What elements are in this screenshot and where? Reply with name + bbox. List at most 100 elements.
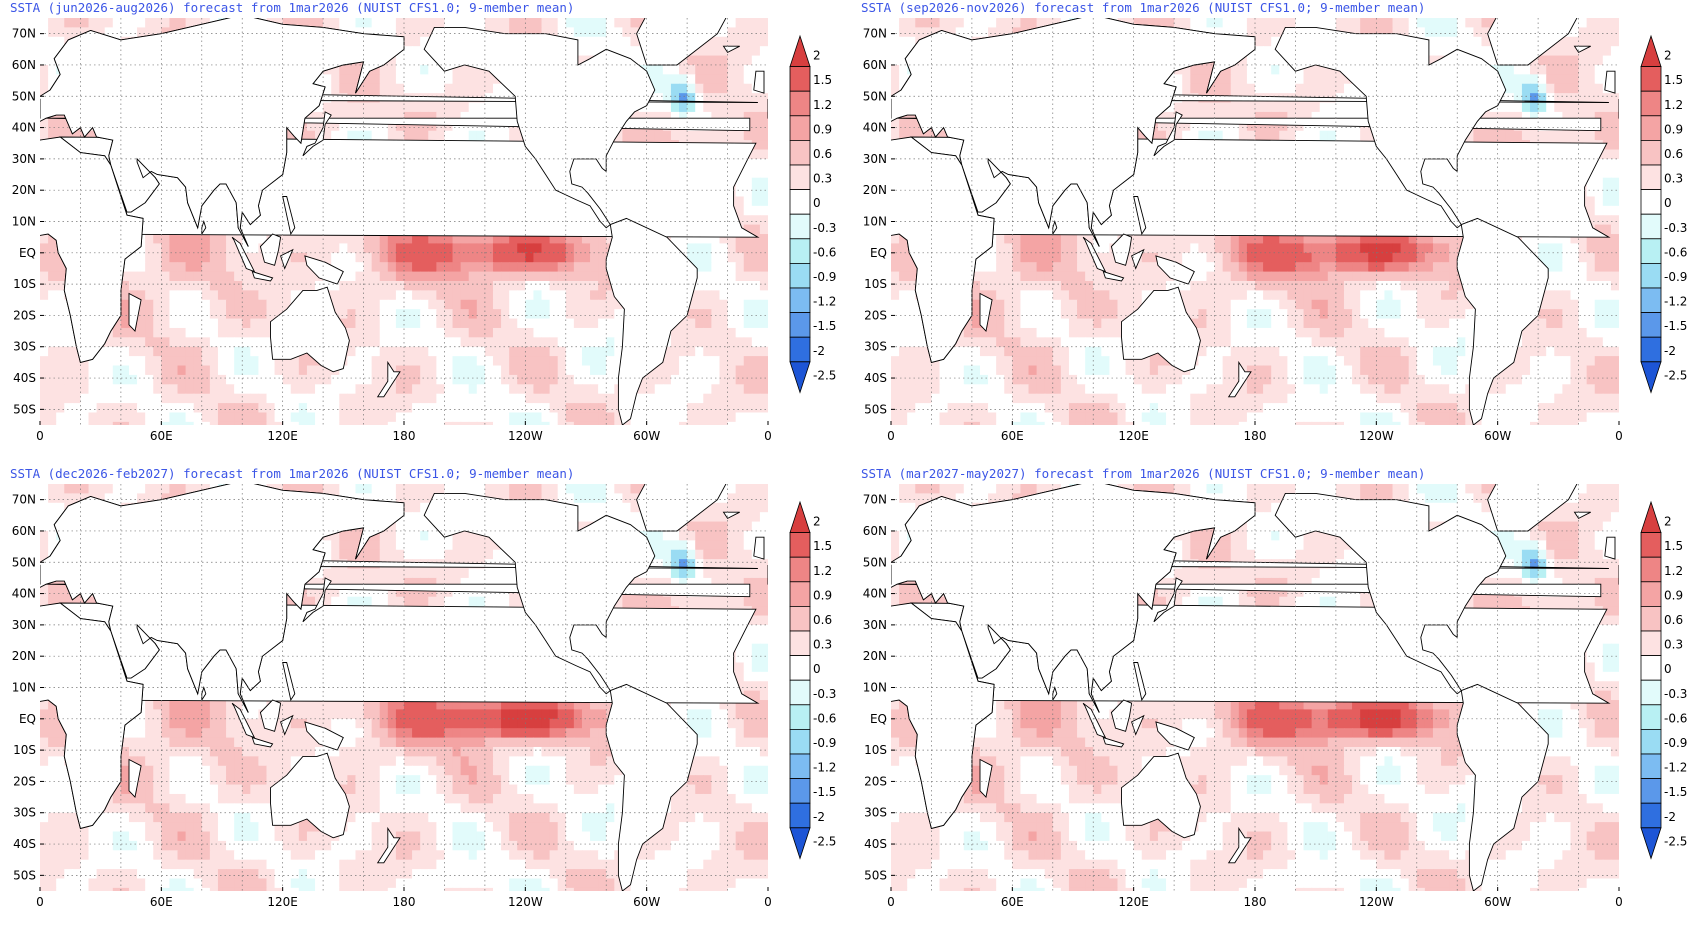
colorbar-label: -0.6 (1664, 711, 1687, 725)
lat-tick-label: 10N (863, 215, 887, 229)
colorbar-label: -0.9 (1664, 270, 1687, 284)
lat-tick-label: 20N (12, 183, 36, 197)
lon-tick-label: 180 (393, 429, 416, 443)
colorbar-label: 0.6 (813, 147, 832, 161)
ssta-field (40, 484, 768, 891)
lat-tick-label: 30N (863, 618, 887, 632)
colorbar-label: 0.9 (1664, 122, 1683, 136)
lat-tick-label: 30N (12, 152, 36, 166)
colorbar: 2 1.5 1.2 0.9 0.6 0.3 0 -0.3 -0.6 -0.9 -1.2 -1.5 -2 -… (789, 500, 836, 860)
colorbar-label: -1.2 (813, 761, 836, 775)
panel-sep-nov: SSTA (sep2026-nov2026) forecast from 1ma… (851, 0, 1702, 465)
lat-tick-label: 70N (12, 27, 36, 41)
lon-tick-label: 0 (36, 429, 44, 443)
graticule (40, 484, 768, 891)
colorbar-label: 1.2 (813, 98, 832, 112)
colorbar-label: -1.5 (813, 319, 836, 333)
colorbar-label: -0.9 (1664, 736, 1687, 750)
colorbar-label: 0.3 (813, 172, 832, 186)
lon-tick-label: 120E (1118, 895, 1149, 909)
lat-tick-label: 10S (13, 277, 36, 291)
lat-tick-label: 10S (13, 743, 36, 757)
colorbar-label: 2 (813, 49, 821, 63)
lat-tick-label: 40S (864, 371, 887, 385)
colorbar-label: -0.9 (813, 270, 836, 284)
lat-tick-label: 40S (13, 837, 36, 851)
lat-tick-label: 50S (13, 402, 36, 416)
lat-tick-label: 40N (12, 121, 36, 135)
lon-tick-label: 60E (150, 895, 173, 909)
ssta-field (891, 484, 1619, 891)
lon-tick-label: 0 (1615, 429, 1623, 443)
lat-tick-label: 70N (863, 493, 887, 507)
colorbar-label: 0.9 (813, 122, 832, 136)
lat-tick-label: EQ (19, 246, 36, 260)
panel-title: SSTA (dec2026-feb2027) forecast from 1ma… (10, 466, 574, 481)
lon-tick-label: 120W (508, 895, 543, 909)
colorbar-label: 0.3 (813, 638, 832, 652)
colorbar-label: -2.5 (813, 368, 836, 382)
map-panel-svg: SSTA (sep2026-nov2026) forecast from 1ma… (861, 0, 1687, 443)
lat-tick-label: 20N (863, 649, 887, 663)
colorbar-label: 2 (1664, 49, 1672, 63)
lon-tick-label: 0 (36, 895, 44, 909)
lon-tick-label: 180 (1244, 429, 1267, 443)
colorbar-label: -0.6 (813, 245, 836, 259)
lat-tick-label: 10N (12, 681, 36, 695)
lat-tick-label: 50N (12, 555, 36, 569)
lat-tick-label: 50S (13, 868, 36, 882)
lon-tick-label: 120E (1118, 429, 1149, 443)
continents (40, 18, 768, 425)
colorbar-label: 0 (1664, 662, 1672, 676)
lat-tick-label: 20S (13, 308, 36, 322)
lat-tick-label: 40S (13, 371, 36, 385)
colorbar-label: -1.2 (1664, 761, 1687, 775)
colorbar-label: 0 (813, 662, 821, 676)
panel-title: SSTA (jun2026-aug2026) forecast from 1ma… (10, 0, 574, 15)
colorbar-label: -1.5 (1664, 319, 1687, 333)
colorbar-label: 0.6 (1664, 613, 1683, 627)
colorbar-label: 1.5 (813, 73, 832, 87)
lat-tick-label: 60N (12, 58, 36, 72)
lat-tick-label: 30S (864, 340, 887, 354)
lon-tick-label: 60E (1001, 895, 1024, 909)
map-panel-svg: SSTA (mar2027-may2027) forecast from 1ma… (861, 466, 1687, 909)
lat-tick-label: 50S (864, 402, 887, 416)
colorbar-label: 0.3 (1664, 638, 1683, 652)
colorbar-label: -2 (813, 810, 825, 824)
colorbar-label: -1.5 (813, 785, 836, 799)
lat-tick-label: 30S (13, 340, 36, 354)
lat-tick-label: EQ (870, 712, 887, 726)
lat-tick-label: 20S (13, 774, 36, 788)
colorbar: 2 1.5 1.2 0.9 0.6 0.3 0 -0.3 -0.6 -0.9 -1.2 -1.5 -2 -… (1640, 500, 1687, 860)
lat-tick-label: 10N (863, 681, 887, 695)
ssta-field (40, 18, 768, 425)
colorbar-label: 0.6 (813, 613, 832, 627)
lat-tick-label: 60N (12, 524, 36, 538)
colorbar-label: -2.5 (1664, 834, 1687, 848)
colorbar-label: 1.2 (1664, 98, 1683, 112)
lat-tick-label: 20N (12, 649, 36, 663)
panel-jun-aug: SSTA (jun2026-aug2026) forecast from 1ma… (0, 0, 851, 465)
colorbar-label: 1.2 (1664, 564, 1683, 578)
lat-tick-label: 30S (13, 806, 36, 820)
colorbar: 2 1.5 1.2 0.9 0.6 0.3 0 -0.3 -0.6 -0.9 -1.2 -1.5 -2 -… (1640, 34, 1687, 394)
lat-tick-label: 50S (864, 868, 887, 882)
colorbar-label: -1.2 (813, 295, 836, 309)
colorbar-label: -0.3 (1664, 221, 1687, 235)
colorbar-label: 0.3 (1664, 172, 1683, 186)
colorbar-label: -0.3 (813, 221, 836, 235)
panel-mar-may: SSTA (mar2027-may2027) forecast from 1ma… (851, 466, 1702, 931)
lon-tick-label: 180 (1244, 895, 1267, 909)
lon-tick-label: 120E (267, 895, 298, 909)
lat-tick-label: 50N (863, 89, 887, 103)
lon-tick-label: 60W (1484, 429, 1511, 443)
lat-tick-label: 30N (863, 152, 887, 166)
lon-tick-label: 120W (1359, 895, 1394, 909)
colorbar-label: -2.5 (813, 834, 836, 848)
colorbar-label: -1.2 (1664, 295, 1687, 309)
lon-tick-label: 60W (633, 895, 660, 909)
lat-tick-label: 20S (864, 308, 887, 322)
lat-tick-label: 50N (863, 555, 887, 569)
graticule (891, 18, 1619, 425)
